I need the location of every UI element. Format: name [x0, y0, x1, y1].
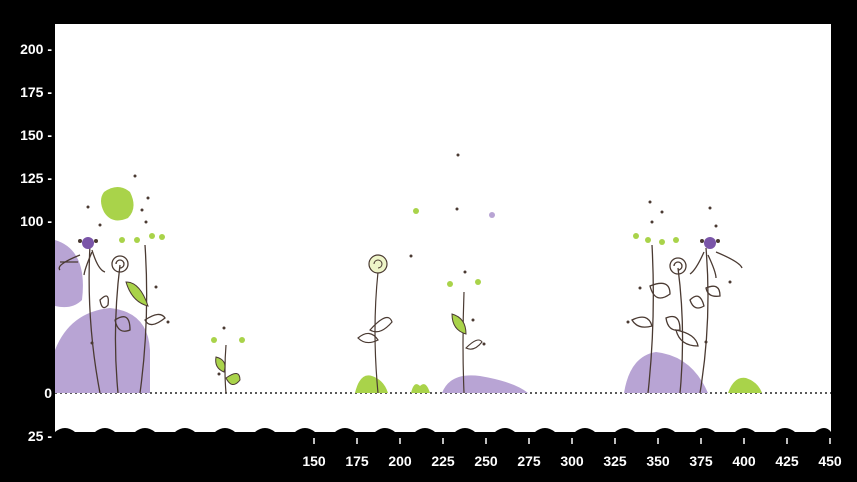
lavender-mound-left — [55, 308, 150, 393]
right-flower-cluster — [624, 200, 762, 394]
wavy-edge — [55, 428, 831, 440]
lime-blob-top — [101, 187, 134, 221]
x-tick-label: 275 — [517, 453, 541, 469]
x-tick-label: 200 — [388, 453, 412, 469]
left-flower-cluster — [55, 174, 170, 394]
y-tick-label: 175 - — [20, 84, 52, 100]
x-tick-label: 150 — [302, 453, 326, 469]
separator-dot: • — [747, 36, 753, 53]
x-axis: 150 175 200 225 250 275 300 325 350 375 400 425 450 — [302, 438, 842, 469]
y-axis: 200 - 175 - 150 - 125 - 100 - 0 25 - — [20, 41, 52, 444]
y-tick-label: 25 - — [28, 428, 52, 444]
x-tick-label: 225 — [431, 453, 455, 469]
center-flowers — [355, 153, 528, 394]
brand-watermark: Μικρός Πρίγκιπας • V604 — [640, 36, 792, 54]
x-tick-label: 350 — [646, 453, 670, 469]
y-tick-label: 200 - — [20, 41, 52, 57]
y-tick-label: 0 — [44, 385, 52, 401]
leaf-left — [125, 281, 149, 307]
preview-canvas — [55, 24, 831, 432]
x-tick-label: 175 — [345, 453, 369, 469]
product-code: V604 — [757, 36, 793, 53]
x-tick-label: 300 — [560, 453, 584, 469]
x-tick-label: 400 — [732, 453, 756, 469]
y-tick-label: 150 - — [20, 127, 52, 143]
x-tick-label: 250 — [474, 453, 498, 469]
small-sprig — [211, 326, 245, 394]
x-tick-label: 425 — [775, 453, 799, 469]
y-tick-label: 100 - — [20, 213, 52, 229]
y-tick-label: 125 - — [20, 170, 52, 186]
x-tick-label: 375 — [689, 453, 713, 469]
x-tick-label: 325 — [603, 453, 627, 469]
product-name: Μικρός Πρίγκιπας — [640, 37, 743, 52]
x-tick-label: 450 — [818, 453, 842, 469]
